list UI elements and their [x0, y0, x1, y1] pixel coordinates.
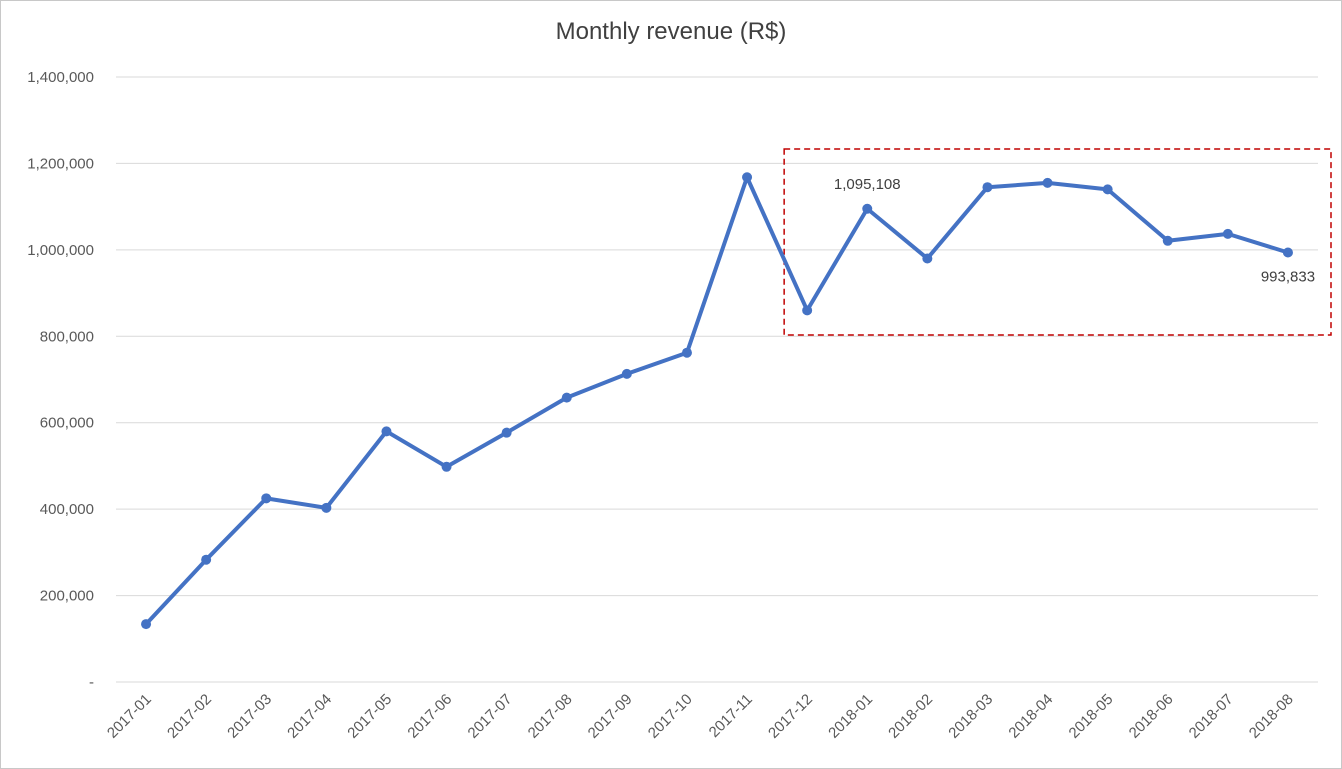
data-point [141, 619, 152, 630]
x-tick-label: 2017-03 [224, 691, 275, 742]
y-tick-label: 800,000 [40, 328, 94, 345]
y-tick-label: 400,000 [40, 501, 94, 518]
x-tick-label: 2018-05 [1066, 691, 1117, 742]
data-point [862, 203, 873, 214]
y-tick-label: 1,200,000 [27, 155, 94, 172]
data-point [261, 493, 272, 504]
highlight-box [783, 148, 1332, 336]
data-point [1282, 247, 1293, 258]
data-point [501, 427, 512, 438]
x-tick-label: 2018-04 [1005, 691, 1056, 742]
y-tick-label: 1,400,000 [27, 69, 94, 86]
chart-title: Monthly revenue (R$) [555, 18, 787, 45]
x-tick-label: 2017-11 [706, 691, 756, 741]
x-tick-label: 2017-05 [344, 691, 395, 742]
y-tick-label: 200,000 [40, 588, 94, 605]
x-tick-label: 2017-08 [525, 691, 576, 742]
series-line [144, 175, 1290, 627]
x-tick-label: 2018-01 [825, 691, 876, 742]
data-point [1042, 177, 1053, 188]
x-tick-label: 2017-01 [104, 691, 155, 742]
data-point [621, 368, 632, 379]
data-point [681, 347, 692, 358]
x-tick-label: 2017-02 [164, 691, 215, 742]
data-point [742, 172, 753, 183]
data-point [982, 182, 993, 193]
data-label: 1,095,108 [834, 176, 901, 193]
data-point [321, 502, 332, 513]
data-point [922, 253, 933, 264]
x-tick-label: 2017-09 [585, 691, 636, 742]
data-point [1102, 184, 1113, 195]
x-tick-label: 2017-06 [404, 691, 455, 742]
x-tick-label: 2018-08 [1246, 691, 1297, 742]
x-tick-label: 2018-07 [1186, 691, 1237, 742]
data-label: 993,833 [1261, 269, 1315, 286]
x-tick-label: 2018-02 [885, 691, 936, 742]
x-tick-label: 2017-12 [765, 691, 816, 742]
x-tick-label: 2018-06 [1126, 691, 1177, 742]
x-tick-label: 2017-10 [645, 691, 696, 742]
x-tick-label: 2017-04 [284, 691, 335, 742]
x-tick-label: 2017-07 [465, 691, 516, 742]
y-tick-label: - [89, 674, 94, 691]
x-tick-label: 2018-03 [945, 691, 996, 742]
y-tick-label: 1,000,000 [27, 242, 94, 259]
data-point [561, 392, 572, 403]
data-point [201, 554, 212, 565]
data-point [802, 305, 813, 316]
data-point [1162, 235, 1173, 246]
data-point [1222, 228, 1233, 239]
data-point [441, 461, 452, 472]
data-point [381, 426, 392, 437]
y-tick-label: 600,000 [40, 415, 94, 432]
